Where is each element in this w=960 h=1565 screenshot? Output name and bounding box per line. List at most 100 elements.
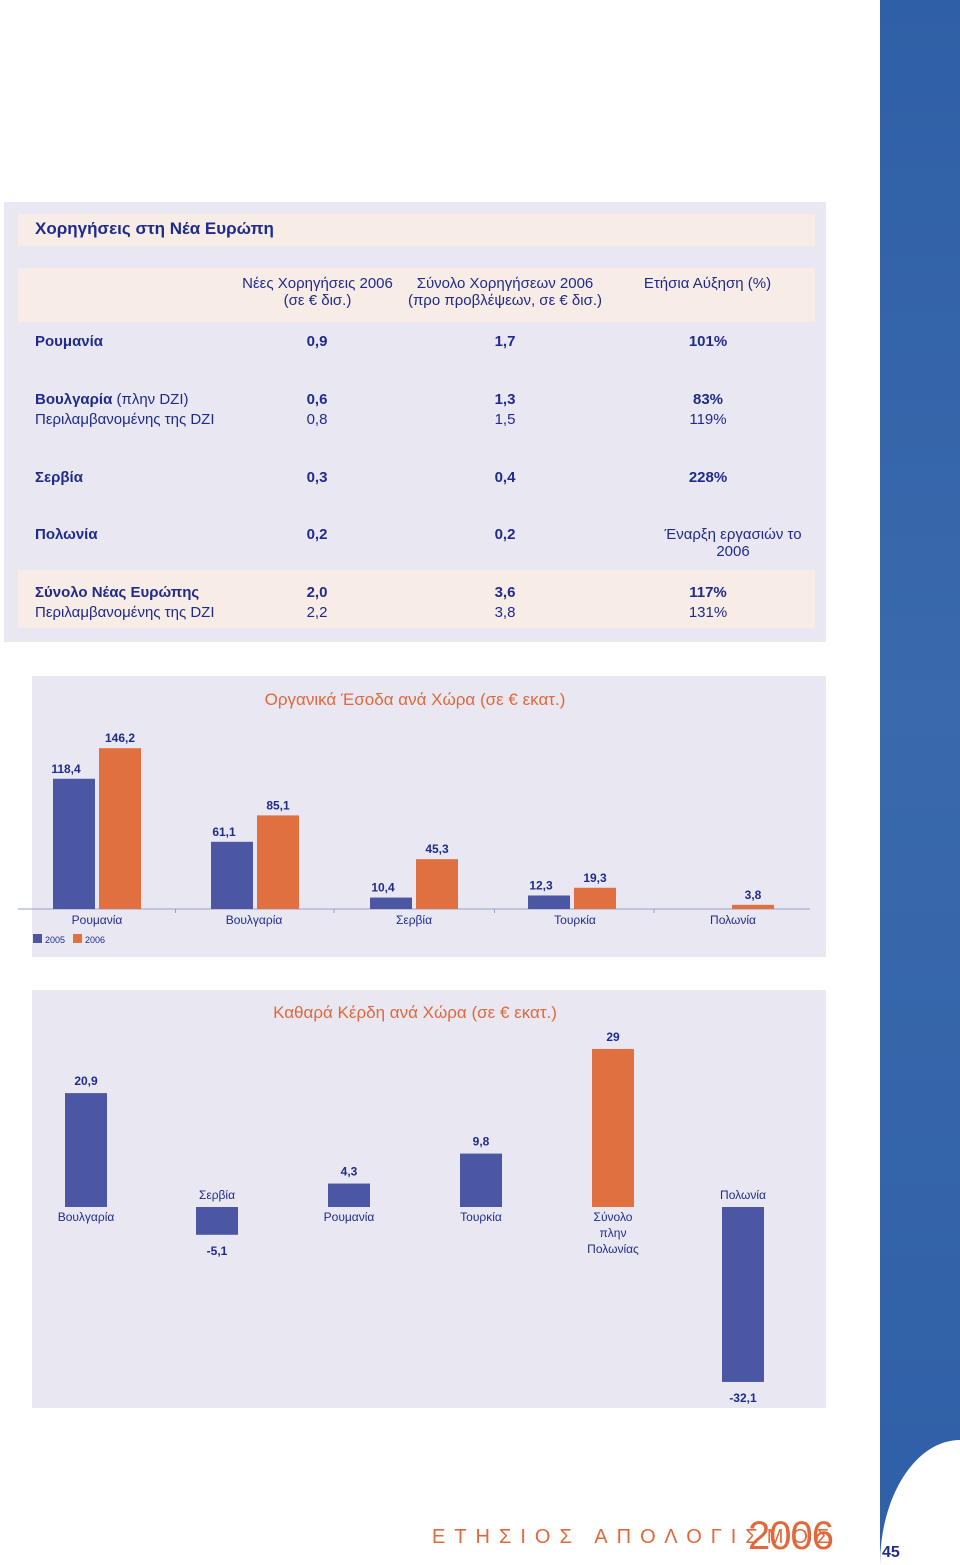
bar [65,1093,107,1207]
bar-value-label: 118,4 [51,762,81,776]
bar-2005 [211,841,253,909]
profit-chart-panel [32,990,826,1408]
category-label: Πολωνία [710,913,756,927]
table-row-label: Βουλγαρία (πλην DZI) [35,391,189,408]
table-cell: Έναρξη εργασιών το 2006 [664,526,802,560]
table-cell: 0,3 [306,469,328,486]
bar-2006 [574,887,616,909]
chart-title: Οργανικά Έσοδα ανά Χώρα (σε € εκατ.) [265,690,566,709]
table-row-label: Πολωνία [35,526,98,543]
category-label: Σερβία [396,913,432,927]
row-label-detail: Περιλαμβανομένης της DZI [35,604,215,621]
page-number: 45 [882,1544,900,1561]
table-row-label: Ρουμανία [35,333,103,350]
bar [328,1183,370,1207]
bar-value-label: 4,3 [341,1165,358,1179]
table-cell: 3,6 [494,584,516,601]
category-label: Τουρκία [554,913,596,927]
bar-value-label: 12,3 [529,878,553,892]
table-cell: 3,8 [494,604,516,621]
bar-value-label: 146,2 [105,731,135,745]
category-label: Πολωνίας [587,1242,639,1256]
table-cell: 117% [689,584,727,601]
bar-value-label: 20,9 [74,1074,98,1088]
category-label: Βουλγαρία [58,1210,115,1224]
category-label: Πολωνία [720,1188,766,1202]
table-cell: 0,6 [306,391,328,408]
bar-value-label: -32,1 [729,1391,757,1405]
bar-value-label: 85,1 [266,798,290,812]
decorative-sidebar [880,0,960,1565]
bar [592,1048,634,1207]
legend-label: 2005 [45,935,65,945]
bar-2006 [257,815,299,909]
table-cell: 0,2 [494,526,516,543]
bar-value-label: 10,4 [371,881,395,895]
category-label: Τουρκία [460,1210,502,1224]
table-cell: 0,8 [306,411,328,428]
bar-value-label: 3,8 [745,888,762,902]
legend-swatch-2005 [33,934,42,943]
bar [722,1207,764,1382]
table-row-label: Περιλαμβανομένης της DZI [35,604,215,621]
category-label: Ρουμανία [72,913,123,927]
table-cell: 228% [688,469,728,486]
bar-value-label: 19,3 [583,871,607,885]
bar-value-label: -5,1 [207,1244,228,1258]
table-cell: 0,4 [494,469,516,486]
profit-chart: Καθαρά Κέρδη ανά Χώρα (σε € εκατ.) 20,9 Βο… [58,1003,766,1405]
table-cell: 0,2 [306,526,328,543]
table-cell: 83% [692,391,724,408]
category-label: Σερβία [199,1188,235,1202]
row-label-main: Σερβία [35,469,83,486]
table-title: Χορηγήσεις στη Νέα Ευρώπη [35,219,274,238]
table-title-bar [18,214,815,246]
table-cell: 2,0 [306,584,328,601]
category-label: Σύνολο [594,1210,633,1224]
revenue-chart: Οργανικά Έσοδα ανά Χώρα (σε € εκατ.) 118,… [18,690,810,945]
bar-value-label: 61,1 [212,825,236,839]
table-cell: 101% [688,333,728,350]
row-label-main: Σύνολο Νέας Ευρώπης [35,584,200,601]
table-row-label: Περιλαμβανομένης της DZI [35,411,215,428]
table-row-label: Σερβία [35,469,83,486]
column-header-total-loans: Σύνολο Χορηγήσεων 2006 (προ προβλέψεων, … [407,275,603,309]
table-cell: 0,9 [306,333,328,350]
footer-report-title: ΕΤΗΣΙΟΣ ΑΠΟΛΟΓΙΣΜΟΣ [432,1526,839,1548]
table-cell: 1,3 [494,391,516,408]
row-label-detail: (πλην DZI) [112,391,189,408]
footer-year: 2006 [748,1514,834,1558]
table-total-band [18,570,815,628]
legend-label: 2006 [85,935,105,945]
row-label-main: Πολωνία [35,526,98,543]
bar-2006 [732,904,774,909]
row-label-main: Βουλγαρία [35,391,113,408]
revenue-chart-panel [32,676,826,957]
chart-title: Καθαρά Κέρδη ανά Χώρα (σε € εκατ.) [273,1003,557,1022]
row-label-main: Ρουμανία [35,333,104,350]
bar-2006 [99,748,141,909]
category-label: Ρουμανία [324,1210,375,1224]
table-cell: 119% [689,411,727,428]
column-header-annual-growth: Ετήσια Αύξηση (%) [643,275,772,292]
table-cell: 1,7 [494,333,516,350]
bar [460,1153,502,1207]
category-label: Βουλγαρία [226,913,283,927]
bar-2005 [528,895,570,909]
column-header-new-loans: Νέες Χορηγήσεις 2006 (σε € δισ.) [242,275,393,309]
table-cell: 1,5 [494,411,516,428]
bar [196,1207,238,1235]
table-row-label: Σύνολο Νέας Ευρώπης [35,584,199,601]
bar-2005 [53,778,95,909]
bar-2006 [416,859,458,909]
category-label: πλην [600,1226,627,1240]
table-cell: 2,2 [306,604,328,621]
row-label-detail: Περιλαμβανομένης της DZI [35,411,215,428]
bar-value-label: 45,3 [425,842,449,856]
bar-value-label: 9,8 [473,1135,490,1149]
bar-value-label: 29 [606,1030,620,1044]
legend-swatch-2006 [73,934,82,943]
table-header-bar [18,268,815,322]
bar-2005 [370,897,412,909]
table-cell: 131% [688,604,728,621]
